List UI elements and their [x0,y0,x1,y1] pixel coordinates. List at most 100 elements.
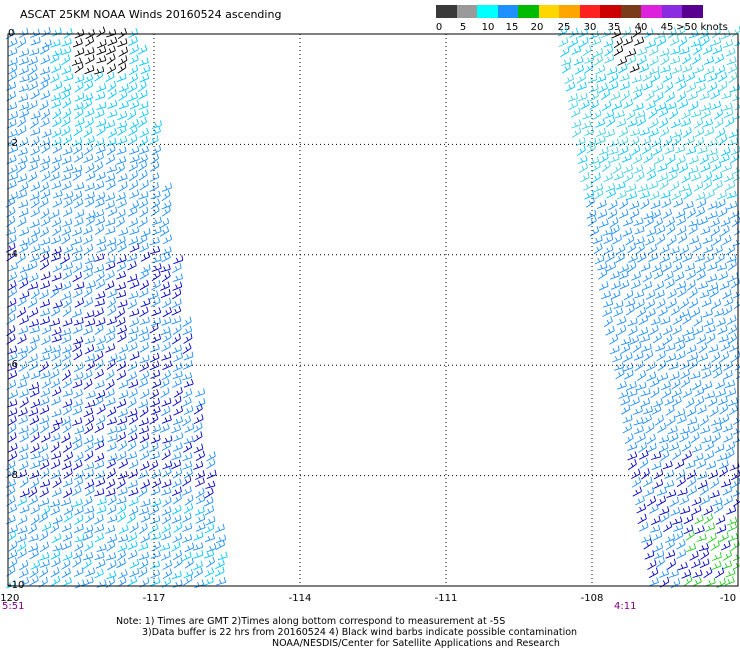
wind-barb [150,198,161,210]
wind-barb [51,408,62,418]
wind-barb [138,425,149,435]
wind-barb [671,118,681,129]
wind-barb [172,324,182,336]
wind-barb [195,477,205,488]
wind-barb [62,305,72,318]
wind-barb [117,503,127,515]
wind-barb [691,443,702,453]
wind-barb [138,169,148,181]
wind-barb [8,144,19,154]
wind-barb [118,534,129,543]
wind-barb [117,324,128,335]
wind-barb [71,236,83,246]
wind-barb [139,354,150,364]
wind-barb [19,48,30,58]
wind-barb [49,368,60,379]
wind-barb [183,351,194,361]
wind-barb [609,334,619,345]
wind-barb [657,422,667,434]
wind-barb [129,351,140,361]
wind-barb [39,289,49,300]
wind-barb [703,505,713,516]
wind-barb [656,350,666,362]
wind-barb [17,155,28,165]
wind-barb [40,237,51,246]
wind-barb [716,388,727,398]
wind-barb [63,197,73,208]
wind-barb [18,83,30,93]
wind-barb [624,369,634,380]
wind-barb [727,259,737,271]
wind-barb [704,65,715,76]
wind-barb [61,65,72,75]
wind-barb [720,30,731,40]
wind-barb [117,470,128,480]
wind-barb [601,160,611,172]
wind-barb [733,239,740,247]
wind-barb [579,36,589,48]
wind-barb [717,71,728,83]
longitude-label: -10 [719,593,737,604]
wind-barb [730,146,740,156]
wind-barb [63,163,74,173]
wind-barb [610,289,621,300]
wind-barb [665,549,676,559]
wind-barb [659,179,669,190]
wind-barb [711,298,722,310]
wind-barb [82,225,93,235]
wind-barb [613,307,623,318]
wind-barb [679,495,690,506]
wind-barb [62,577,73,587]
wind-barb [106,137,117,147]
wind-barb [151,120,162,129]
wind-barb [703,317,714,328]
wind-barb [117,110,128,121]
wind-barb [50,469,61,480]
wind-barb [627,442,638,451]
wind-barb [106,570,117,580]
wind-barb [624,433,634,445]
wind-barb [195,470,205,480]
wind-barb [39,316,50,326]
wind-barb [8,389,19,400]
wind-barb [195,487,205,499]
wind-barb [693,315,703,327]
wind-barb [50,286,60,299]
wind-barb [689,423,700,434]
wind-barb [50,549,61,560]
wind-barb [591,172,601,184]
wind-barb [612,162,622,174]
wind-barb [670,506,681,516]
wind-barb [8,63,18,75]
wind-barb [162,467,172,478]
wind-barb [692,569,703,578]
wind-barb [61,116,71,127]
wind-barb [105,255,116,264]
wind-barb [715,379,725,390]
wind-barb [656,233,666,245]
wind-barb [586,142,597,154]
wind-barb [663,135,673,147]
wind-barb [149,352,160,363]
wind-barb [151,226,162,236]
wind-barb [557,26,568,37]
wind-barb [719,414,730,425]
latitude-label: -6 [8,359,18,371]
wind-barb [720,478,732,488]
wind-barb [39,459,50,470]
wind-barb [94,460,105,470]
wind-barb [728,397,739,407]
wind-barb [161,316,172,326]
wind-barb [717,207,728,218]
wind-barb [18,272,28,283]
wind-barb [647,559,657,570]
wind-barb [107,109,118,118]
wind-barb [129,154,140,164]
wind-barb [701,108,711,119]
wind-barb [128,217,139,228]
wind-barb [627,317,638,327]
wind-barb [140,533,150,544]
wind-barb [725,181,736,191]
wind-barb [7,370,18,380]
wind-barb [19,290,30,300]
